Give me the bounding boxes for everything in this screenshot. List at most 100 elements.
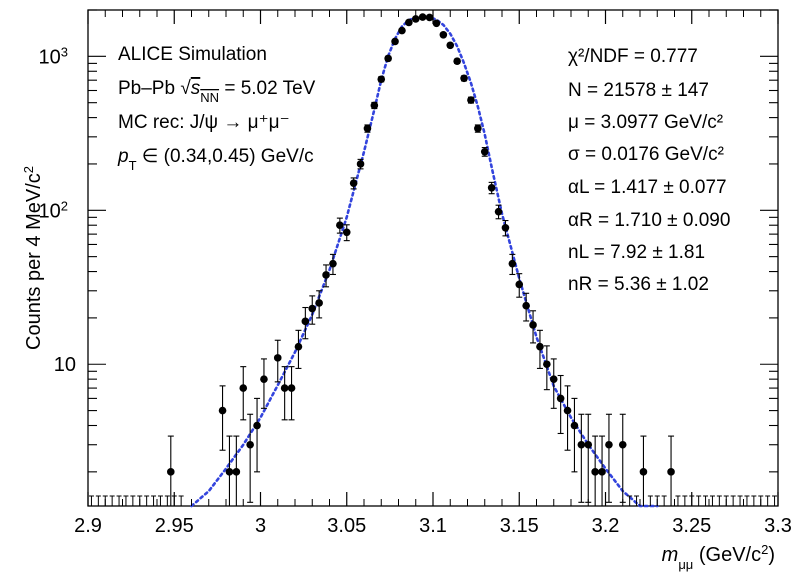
- data-marker: [232, 468, 241, 476]
- data-point: [453, 57, 461, 65]
- data-point: [167, 435, 175, 506]
- data-marker: [280, 384, 289, 392]
- data-marker: [322, 271, 330, 279]
- data-marker: [218, 406, 227, 415]
- x-tick-label: 3.2: [592, 515, 620, 537]
- data-point: [418, 13, 427, 21]
- data-marker: [246, 440, 254, 449]
- data-marker: [287, 384, 296, 392]
- data-point: [260, 358, 268, 409]
- data-point: [425, 13, 434, 22]
- data-marker: [494, 207, 503, 216]
- data-point: [618, 413, 627, 503]
- data-marker: [446, 41, 455, 50]
- data-marker: [253, 421, 261, 430]
- info-line-system: Pb–Pb √sNN = 5.02 TeV: [118, 78, 316, 105]
- data-marker: [363, 124, 372, 133]
- data-marker: [584, 440, 593, 449]
- x-tick-label: 3.25: [672, 515, 711, 537]
- x-axis-title: mμμ (GeV/c2): [662, 542, 775, 572]
- data-marker: [308, 304, 317, 313]
- fit-parameters: χ²/NDF = 0.777 N = 21578 ± 147 μ = 3.097…: [568, 46, 730, 295]
- data-marker: [522, 301, 530, 310]
- data-marker: [618, 440, 627, 449]
- data-marker: [480, 147, 489, 156]
- data-marker: [549, 375, 558, 383]
- data-points: [88, 13, 778, 506]
- data-point: [577, 413, 586, 503]
- data-point: [584, 413, 593, 503]
- info-line-pt: pT ∈ (0.34,0.45) GeV/c: [117, 146, 314, 173]
- data-marker: [605, 440, 613, 449]
- data-point: [218, 385, 227, 451]
- data-point: [356, 158, 365, 170]
- data-point: [342, 224, 351, 242]
- data-marker: [411, 15, 420, 23]
- data-point: [287, 366, 296, 421]
- data-point: [487, 181, 496, 195]
- data-marker: [167, 468, 175, 476]
- y-tick-label: 103: [39, 44, 68, 69]
- data-point: [301, 306, 310, 340]
- data-point: [363, 124, 372, 133]
- data-marker: [543, 360, 551, 369]
- info-line-decay: MC rec: J/ψ → μ⁺μ⁻: [118, 112, 290, 133]
- data-marker: [273, 354, 282, 362]
- data-marker: [508, 259, 517, 268]
- data-point: [563, 385, 572, 451]
- data-point: [467, 96, 475, 104]
- data-point: [225, 435, 234, 506]
- data-marker: [529, 321, 537, 329]
- data-point: [543, 345, 551, 391]
- data-point: [253, 397, 261, 473]
- data-point: [432, 19, 441, 28]
- data-marker: [356, 160, 365, 168]
- data-marker: [487, 183, 496, 192]
- data-marker: [315, 299, 323, 307]
- data-marker: [474, 124, 482, 133]
- data-point: [239, 366, 248, 421]
- data-marker: [591, 468, 599, 476]
- data-marker: [225, 468, 234, 476]
- data-point: [446, 41, 455, 50]
- fit-sigma: σ = 0.0176 GeV/c²: [568, 144, 724, 165]
- data-marker: [418, 13, 427, 21]
- data-marker: [570, 421, 579, 430]
- data-marker: [370, 101, 379, 110]
- data-marker: [260, 375, 268, 383]
- fit-alphaR: αR = 1.710 ± 0.090: [568, 210, 730, 231]
- x-tick-label: 2.95: [155, 515, 194, 537]
- data-point: [439, 31, 448, 39]
- data-point: [591, 435, 599, 506]
- data-point: [536, 329, 544, 369]
- data-marker: [501, 223, 510, 232]
- data-point: [494, 204, 503, 220]
- data-point: [501, 220, 510, 237]
- data-marker: [460, 74, 468, 83]
- data-point: [667, 435, 675, 506]
- x-tick-label: 3.15: [500, 515, 539, 537]
- data-marker: [239, 384, 248, 392]
- data-marker: [391, 37, 399, 46]
- data-point: [474, 124, 482, 133]
- data-point: [515, 273, 524, 298]
- data-marker: [467, 96, 475, 104]
- simulation-info: ALICE Simulation Pb–Pb √sNN = 5.02 TeV M…: [117, 44, 316, 173]
- x-axis: 2.9 2.95 3 3.05 3.1 3.15 3.2 3.25 3.3: [74, 10, 792, 537]
- data-marker: [667, 468, 675, 476]
- data-marker: [598, 468, 606, 476]
- data-marker: [515, 280, 524, 289]
- y-axis-title: Counts per 4 MeV/c2: [21, 166, 46, 350]
- data-point: [329, 253, 337, 276]
- data-marker: [556, 394, 565, 403]
- data-point: [549, 358, 558, 409]
- y-tick-label: 10: [54, 354, 76, 376]
- data-point: [336, 217, 344, 234]
- y-tick-label: 102: [39, 198, 68, 223]
- data-marker: [439, 31, 448, 39]
- data-point: [480, 147, 489, 157]
- x-tick-label: 3.3: [764, 515, 792, 537]
- data-point: [556, 374, 565, 435]
- x-tick-label: 3.1: [419, 515, 447, 537]
